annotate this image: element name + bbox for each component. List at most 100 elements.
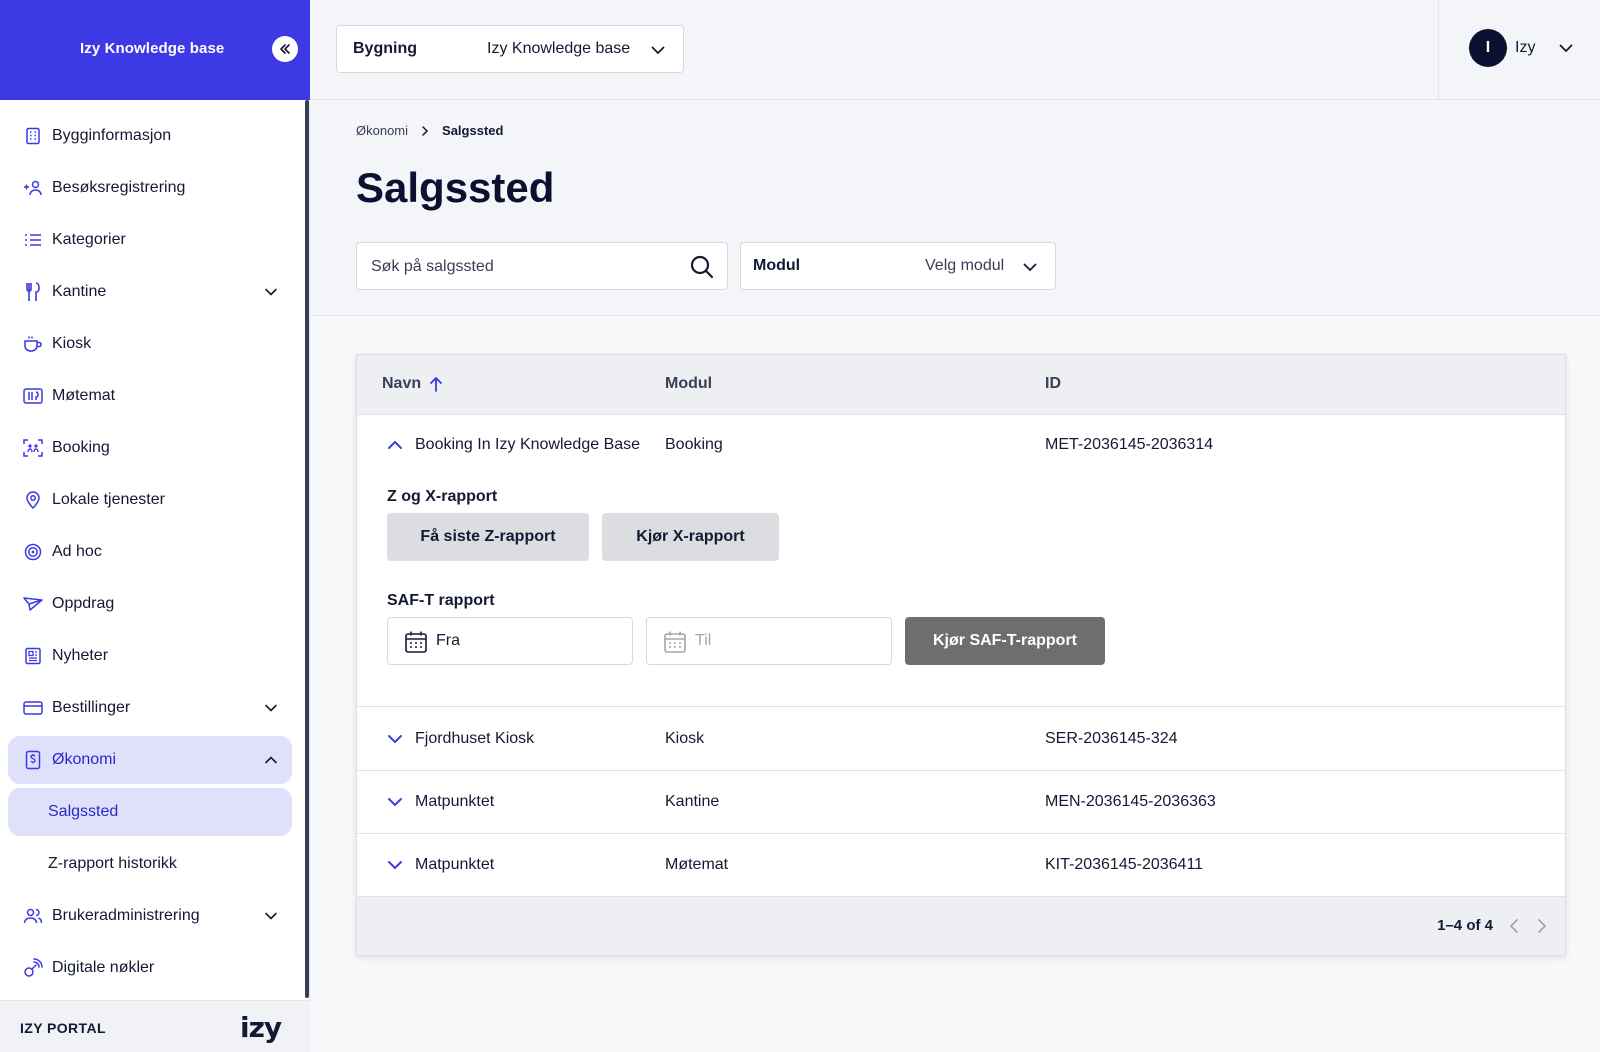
sidebar-item-nyheter[interactable]: Nyheter	[8, 632, 292, 680]
chevron-up-icon[interactable]	[385, 435, 405, 455]
from-date-field[interactable]: Fra	[387, 617, 633, 665]
sidebar-scrollbar[interactable]	[305, 100, 309, 998]
zx-report-title: Z og X-rapport	[387, 488, 498, 505]
row-name: Matpunktet	[415, 793, 495, 810]
sidebar-item-bygginformasjon[interactable]: Bygginformasjon	[8, 112, 292, 160]
collapse-sidebar-button[interactable]	[272, 36, 298, 62]
sidebar-item-motemat[interactable]: Møtemat	[8, 372, 292, 420]
to-date-field[interactable]: Til	[646, 617, 892, 665]
column-header-module[interactable]: Modul	[665, 375, 713, 392]
sidebar-item-kategorier[interactable]: Kategorier	[8, 216, 292, 264]
sidebar-item-label: Kiosk	[52, 335, 92, 352]
top-bar: Bygning Izy Knowledge base I Izy	[310, 0, 1600, 100]
cutlery-icon	[22, 281, 44, 303]
brand-header: Izy Knowledge base	[0, 0, 310, 100]
meal-tray-icon	[22, 385, 44, 407]
sidebar-item-kantine[interactable]: Kantine	[8, 268, 292, 316]
row-module: Booking	[665, 436, 723, 453]
avatar: I	[1469, 29, 1507, 67]
table-row[interactable]: Matpunktet Kantine MEN-2036145-2036363	[357, 771, 1565, 834]
previous-page-button[interactable]	[1503, 915, 1525, 937]
sidebar: Izy Knowledge base Bygginformasjon Besøk…	[0, 0, 310, 1052]
column-header-id[interactable]: ID	[1045, 375, 1061, 392]
sidebar-item-label: Brukeradministrering	[52, 907, 200, 924]
chevron-down-icon[interactable]	[385, 855, 405, 875]
row-module: Kiosk	[665, 730, 705, 747]
table-row[interactable]: Matpunktet Møtemat KIT-2036145-2036411	[357, 834, 1565, 897]
module-filter-select[interactable]: Modul Velg modul	[740, 242, 1056, 290]
row-module: Kantine	[665, 793, 720, 810]
breadcrumb-link-okonomi[interactable]: Økonomi	[356, 123, 409, 138]
sidebar-item-label: Bestillinger	[52, 699, 131, 716]
sidebar-item-label: Oppdrag	[52, 595, 115, 612]
table-footer: 1–4 of 4	[357, 897, 1565, 955]
sidebar-item-label: Møtemat	[52, 387, 116, 404]
row-name: Fjordhuset Kiosk	[415, 730, 535, 747]
search-input[interactable]	[371, 255, 671, 279]
table-row[interactable]: Fjordhuset Kiosk Kiosk SER-2036145-324	[357, 708, 1565, 771]
sidebar-item-z-rapport-historikk[interactable]: Z-rapport historikk	[8, 840, 292, 888]
brand-title: Izy Knowledge base	[80, 40, 225, 57]
table-row: Booking In Izy Knowledge Base Booking ME…	[357, 415, 1565, 707]
key-signal-icon	[22, 957, 44, 979]
meeting-room-icon	[22, 437, 44, 459]
sidebar-item-oppdrag[interactable]: Oppdrag	[8, 580, 292, 628]
portal-label: IZY PORTAL	[20, 1020, 106, 1036]
search-box	[356, 242, 728, 290]
search-icon[interactable]	[689, 254, 715, 280]
sidebar-item-label: Ad hoc	[52, 543, 102, 560]
credit-card-icon	[22, 697, 44, 719]
chevron-down-icon[interactable]	[385, 792, 405, 812]
saft-report-title: SAF-T rapport	[387, 592, 495, 609]
user-menu[interactable]: I Izy	[1438, 0, 1600, 100]
run-x-report-button[interactable]: Kjør X-rapport	[602, 513, 779, 561]
sidebar-item-kiosk[interactable]: Kiosk	[8, 320, 292, 368]
sidebar-item-bestillinger[interactable]: Bestillinger	[8, 684, 292, 732]
user-name: Izy	[1515, 39, 1536, 56]
row-id: MET-2036145-2036314	[1045, 436, 1214, 453]
sidebar-item-booking[interactable]: Booking	[8, 424, 292, 472]
column-header-name[interactable]: Navn	[382, 375, 443, 393]
row-id: SER-2036145-324	[1045, 730, 1178, 747]
sidebar-item-brukeradministrering[interactable]: Brukeradministrering	[8, 892, 292, 940]
chevron-right-icon	[1538, 919, 1547, 933]
sidebar-item-label: Z-rapport historikk	[48, 855, 177, 872]
chevron-right-icon	[420, 125, 430, 137]
get-last-z-report-button[interactable]: Få siste Z-rapport	[387, 513, 589, 561]
building-icon	[22, 125, 44, 147]
chevron-down-icon	[265, 912, 277, 920]
run-saft-report-button[interactable]: Kjør SAF-T-rapport	[905, 617, 1105, 665]
calendar-icon	[664, 631, 686, 653]
chevron-down-icon	[651, 46, 665, 55]
breadcrumb: Økonomi Salgssted	[356, 123, 503, 138]
sidebar-item-ad-hoc[interactable]: Ad hoc	[8, 528, 292, 576]
chevron-down-icon	[1559, 44, 1573, 53]
row-module: Møtemat	[665, 856, 729, 873]
calendar-icon	[405, 631, 427, 653]
sidebar-item-digitale-nokler[interactable]: Digitale nøkler	[8, 944, 292, 992]
coffee-icon	[22, 333, 44, 355]
sidebar-item-label: Lokale tjenester	[52, 491, 165, 508]
chevron-down-icon	[265, 704, 277, 712]
chevron-down-icon[interactable]	[385, 729, 405, 749]
sidebar-item-lokale-tjenester[interactable]: Lokale tjenester	[8, 476, 292, 524]
izy-logo: izy	[240, 1011, 282, 1044]
users-icon	[22, 905, 44, 927]
page-title: Salgssted	[356, 164, 555, 211]
building-select[interactable]: Bygning Izy Knowledge base	[336, 25, 684, 73]
sidebar-item-salgssted[interactable]: Salgssted	[8, 788, 292, 836]
sidebar-item-okonomi[interactable]: Økonomi	[8, 736, 292, 784]
pagination-text: 1–4 of 4	[1437, 917, 1493, 934]
target-icon	[22, 541, 44, 563]
money-icon	[22, 749, 44, 771]
sidebar-item-label: Booking	[52, 439, 110, 456]
breadcrumb-current: Salgssted	[442, 123, 504, 138]
location-pin-icon	[22, 489, 44, 511]
add-user-icon	[22, 177, 44, 199]
next-page-button[interactable]	[1531, 915, 1553, 937]
row-name: Booking In Izy Knowledge Base	[415, 436, 641, 453]
sidebar-item-besoksregistrering[interactable]: Besøksregistrering	[8, 164, 292, 212]
sidebar-item-label: Kantine	[52, 283, 107, 300]
to-date-label: Til	[695, 632, 712, 649]
sidebar-nav: Bygginformasjon Besøksregistrering Kateg…	[0, 112, 300, 996]
